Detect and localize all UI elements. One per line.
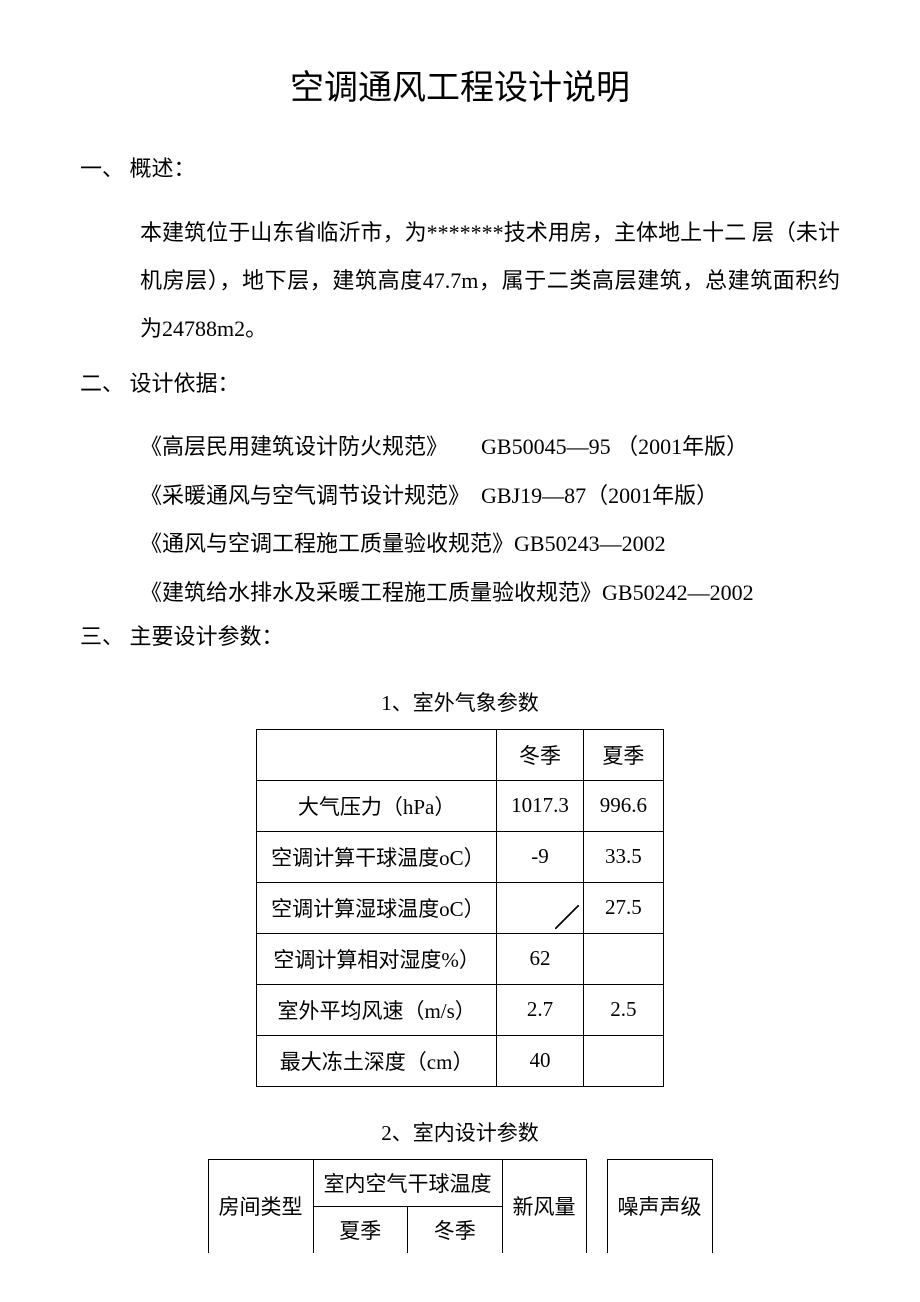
section-heading-2: 二、 设计依据： — [80, 364, 840, 404]
table-cell: -9 — [497, 831, 584, 882]
table-cell: 大气压力（hPa） — [257, 780, 497, 831]
ref-code: GB50045—95 （2001年版） — [481, 434, 748, 459]
table-header-noise: 噪声声级 — [607, 1159, 712, 1253]
table-header-freshair: 新风量 — [502, 1159, 586, 1253]
table-cell-slash — [497, 882, 584, 933]
ref-name: 《通风与空调工程施工质量验收规范》 — [140, 531, 514, 556]
table-header-summer: 夏季 — [583, 729, 663, 780]
table-cell: 空调计算干球温度oC） — [257, 831, 497, 882]
table-row: 室外平均风速（m/s） 2.7 2.5 — [257, 984, 664, 1035]
table-cell: 27.5 — [583, 882, 663, 933]
table-cell: 1017.3 — [497, 780, 584, 831]
ref-name: 《采暖通风与空气调节设计规范》 — [140, 483, 459, 508]
table-cell: 62 — [497, 933, 584, 984]
table-row: 空调计算湿球温度oC） 27.5 — [257, 882, 664, 933]
section-heading-1: 一、 概述： — [80, 149, 840, 189]
table-cell: 空调计算相对湿度%） — [257, 933, 497, 984]
table-cell: 最大冻土深度（cm） — [257, 1035, 497, 1086]
table-gap — [586, 1159, 607, 1253]
indoor-params-table: 房间类型 室内空气干球温度 新风量 噪声声级 夏季 冬季 — [208, 1159, 713, 1253]
section-heading-3: 三、 主要设计参数： — [80, 617, 840, 657]
table-header-winter: 冬季 — [408, 1206, 503, 1253]
table1-caption: 1、室外气象参数 — [80, 687, 840, 717]
section-overview: 一、 概述： 本建筑位于山东省临沂市，为*******技术用房，主体地上十二 层… — [80, 149, 840, 354]
section-params: 三、 主要设计参数： 1、室外气象参数 冬季 夏季 大气压力（hPa） 1017… — [80, 617, 840, 1253]
table-header-summer: 夏季 — [313, 1206, 408, 1253]
table-cell: 空调计算湿球温度oC） — [257, 882, 497, 933]
table-header-drybulb: 室内空气干球温度 — [313, 1159, 502, 1206]
ref-name: 《建筑给水排水及采暖工程施工质量验收规范》 — [140, 580, 602, 605]
table-cell — [257, 729, 497, 780]
table-header-winter: 冬季 — [497, 729, 584, 780]
table-cell: 2.7 — [497, 984, 584, 1035]
table-row: 空调计算干球温度oC） -9 33.5 — [257, 831, 664, 882]
table-cell — [583, 933, 663, 984]
table-row: 大气压力（hPa） 1017.3 996.6 — [257, 780, 664, 831]
overview-body: 本建筑位于山东省临沂市，为*******技术用房，主体地上十二 层（未计机房层）… — [140, 209, 840, 354]
outdoor-params-table: 冬季 夏季 大气压力（hPa） 1017.3 996.6 空调计算干球温度oC）… — [256, 729, 664, 1087]
table-cell: 室外平均风速（m/s） — [257, 984, 497, 1035]
table-cell: 2.5 — [583, 984, 663, 1035]
ref-item: 《通风与空调工程施工质量验收规范》GB50243—2002 — [140, 520, 840, 568]
page-title: 空调通风工程设计说明 — [80, 60, 840, 109]
ref-code: GBJ19—87（2001年版） — [481, 483, 718, 508]
table-row: 最大冻土深度（cm） 40 — [257, 1035, 664, 1086]
ref-code: GB50243—2002 — [514, 531, 666, 556]
ref-name: 《高层民用建筑设计防火规范》 — [140, 434, 437, 459]
ref-item: 《建筑给水排水及采暖工程施工质量验收规范》GB50242—2002 — [140, 569, 840, 617]
table-row: 空调计算相对湿度%） 62 — [257, 933, 664, 984]
table-cell: 40 — [497, 1035, 584, 1086]
table-cell — [583, 1035, 663, 1086]
table-cell: 996.6 — [583, 780, 663, 831]
table-row: 房间类型 室内空气干球温度 新风量 噪声声级 — [208, 1159, 712, 1206]
section-basis: 二、 设计依据： 《高层民用建筑设计防火规范》 GB50045—95 （2001… — [80, 364, 840, 617]
table-header-roomtype: 房间类型 — [208, 1159, 313, 1253]
table2-caption: 2、室内设计参数 — [80, 1117, 840, 1147]
ref-item: 《高层民用建筑设计防火规范》 GB50045—95 （2001年版） — [140, 423, 840, 471]
ref-code: GB50242—2002 — [602, 580, 754, 605]
table-cell: 33.5 — [583, 831, 663, 882]
table-row: 冬季 夏季 — [257, 729, 664, 780]
ref-item: 《采暖通风与空气调节设计规范》 GBJ19—87（2001年版） — [140, 472, 840, 520]
